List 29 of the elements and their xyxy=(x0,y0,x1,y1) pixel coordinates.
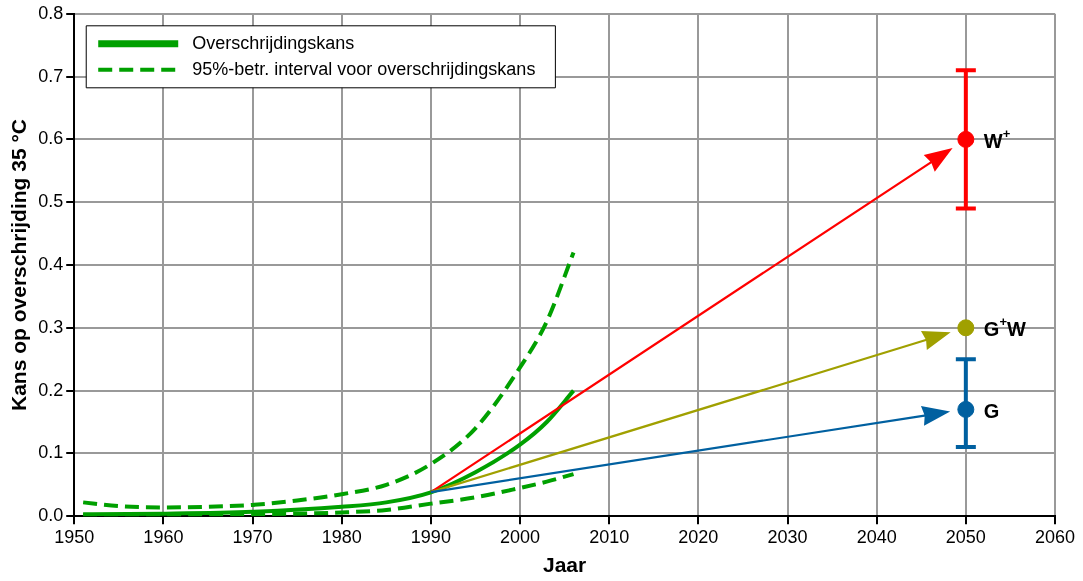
x-axis-title: Jaar xyxy=(543,553,587,577)
x-tick-label: 2050 xyxy=(945,526,986,547)
x-tick-label: 1990 xyxy=(410,526,451,547)
y-tick-label: 0.8 xyxy=(38,2,64,23)
x-tick-label: 1960 xyxy=(143,526,184,547)
x-tick-label: 2040 xyxy=(856,526,897,547)
x-tick-label: 1950 xyxy=(54,526,95,547)
x-tick-label: 2020 xyxy=(678,526,719,547)
x-tick-label: 2010 xyxy=(589,526,630,547)
y-tick-label: 0.1 xyxy=(38,442,64,463)
y-tick-label: 0.5 xyxy=(38,191,64,212)
x-tick-label: 2030 xyxy=(767,526,808,547)
y-tick-label: 0.6 xyxy=(38,128,64,149)
x-tick-label: 1970 xyxy=(232,526,273,547)
series-label: G+W xyxy=(983,314,1026,341)
y-tick-label: 0.4 xyxy=(38,253,64,274)
x-tick-label: 2060 xyxy=(1034,526,1076,547)
x-tick-label: 2000 xyxy=(500,526,541,547)
legend-label: Overschrijdingskans xyxy=(192,32,355,53)
y-tick-label: 0.7 xyxy=(38,65,64,86)
y-tick-label: 0.2 xyxy=(38,379,64,400)
series-label: G xyxy=(983,399,1000,422)
line-series xyxy=(81,250,576,510)
legend-label: 95%-betr. interval voor overschrijdingskans xyxy=(192,58,536,79)
y-axis-title: Kans op overschrijding 35 °C xyxy=(7,119,31,411)
series-label: W+ xyxy=(983,125,1011,152)
x-tick-label: 1980 xyxy=(321,526,362,547)
y-tick-label: 0.0 xyxy=(38,505,64,526)
y-tick-label: 0.3 xyxy=(38,316,64,337)
